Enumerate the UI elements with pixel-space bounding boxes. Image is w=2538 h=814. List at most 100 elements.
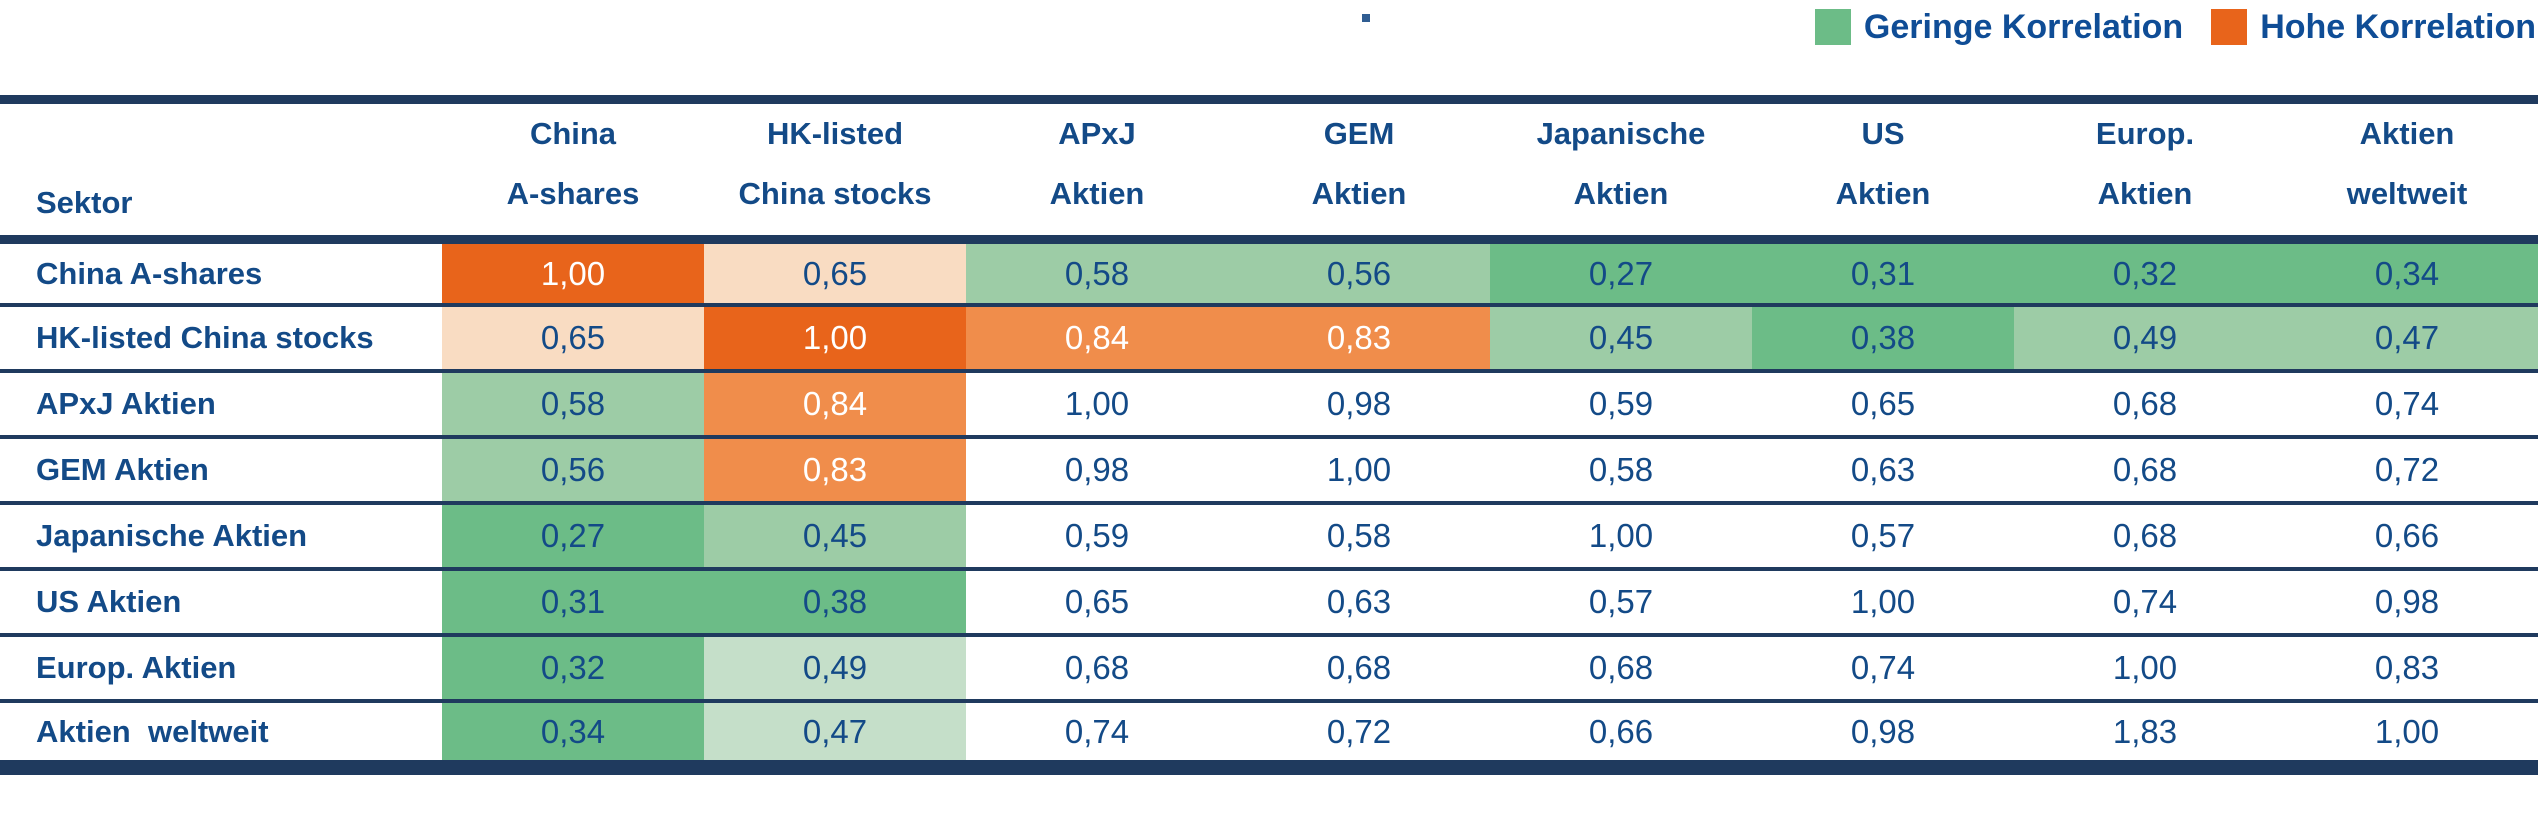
column-header-line2: A-shares xyxy=(506,176,640,212)
matrix-cell: 0,68 xyxy=(2014,371,2276,438)
matrix-cell: 0,59 xyxy=(1490,371,1752,438)
matrix-cell: 1,00 xyxy=(966,371,1228,438)
matrix-cell: 0,83 xyxy=(1228,305,1490,372)
matrix-cell: 0,98 xyxy=(1752,701,2014,768)
matrix-cell: 1,00 xyxy=(2276,701,2538,768)
table-row-hk-listed: HK-listed China stocks 0,65 1,00 0,84 0,… xyxy=(0,305,2538,372)
column-header-line2: weltweit xyxy=(2346,176,2468,212)
column-header-china-a-shares: China A-shares xyxy=(442,100,704,240)
matrix-cell: 0,58 xyxy=(1228,503,1490,570)
matrix-cell: 0,72 xyxy=(1228,701,1490,768)
column-header-line2: Aktien xyxy=(1049,176,1145,212)
column-header-hk-listed: HK-listed China stocks xyxy=(704,100,966,240)
matrix-cell: 1,00 xyxy=(1490,503,1752,570)
matrix-cell: 0,56 xyxy=(1228,239,1490,306)
matrix-cell: 0,31 xyxy=(442,569,704,636)
legend-swatch-green xyxy=(1814,9,1851,45)
table-row-apxj: APxJ Aktien 0,58 0,84 1,00 0,98 0,59 0,6… xyxy=(0,371,2538,438)
matrix-cell: 0,68 xyxy=(2014,503,2276,570)
matrix-cell: 0,57 xyxy=(1490,569,1752,636)
column-header-weltweit: Aktien weltweit xyxy=(2276,100,2538,240)
row-label: China A-shares xyxy=(0,239,442,306)
matrix-cell: 0,49 xyxy=(704,635,966,702)
matrix-cell: 0,58 xyxy=(1490,437,1752,504)
column-header-japanische: Japanische Aktien xyxy=(1490,100,1752,240)
legend-item-high-correlation: Hohe Korrelation xyxy=(2211,8,2536,47)
table-row-japanische: Japanische Aktien 0,27 0,45 0,59 0,58 1,… xyxy=(0,503,2538,570)
stray-dot xyxy=(1362,14,1370,22)
column-header-line1: APxJ xyxy=(1058,116,1136,151)
matrix-cell: 1,00 xyxy=(1752,569,2014,636)
row-label: Japanische Aktien xyxy=(0,503,442,570)
matrix-cell: 0,74 xyxy=(1752,635,2014,702)
column-header-gem: GEM Aktien xyxy=(1228,100,1490,240)
matrix-cell: 0,47 xyxy=(2276,305,2538,372)
correlation-table: Sektor China A-shares HK-listed China stoc… xyxy=(0,95,2538,775)
matrix-cell: 1,00 xyxy=(2014,635,2276,702)
column-header-line1: HK-listed xyxy=(766,116,904,151)
matrix-cell: 0,63 xyxy=(1752,437,2014,504)
matrix-cell: 0,58 xyxy=(966,239,1228,306)
column-header-line2: China stocks xyxy=(738,176,932,212)
matrix-cell: 0,59 xyxy=(966,503,1228,570)
table-row-gem: GEM Aktien 0,56 0,83 0,98 1,00 0,58 0,63… xyxy=(0,437,2538,504)
matrix-cell: 0,65 xyxy=(704,239,966,306)
legend-label-high: Hohe Korrelation xyxy=(2260,7,2536,46)
matrix-cell: 0,47 xyxy=(704,701,966,768)
legend-swatch-orange xyxy=(2211,9,2248,45)
row-label: HK-listed China stocks xyxy=(0,305,442,372)
matrix-cell: 0,27 xyxy=(1490,239,1752,306)
row-label: Aktien weltweit xyxy=(0,701,442,768)
matrix-cell: 0,84 xyxy=(966,305,1228,372)
column-header-line2: Aktien xyxy=(1311,176,1407,212)
matrix-cell: 1,00 xyxy=(1228,437,1490,504)
matrix-cell: 0,98 xyxy=(966,437,1228,504)
matrix-cell: 0,72 xyxy=(2276,437,2538,504)
matrix-cell: 0,74 xyxy=(2276,371,2538,438)
legend-label-low: Geringe Korrelation xyxy=(1863,7,2184,46)
matrix-cell: 0,98 xyxy=(1228,371,1490,438)
matrix-cell: 0,83 xyxy=(704,437,966,504)
matrix-cell: 1,83 xyxy=(2014,701,2276,768)
matrix-cell: 0,56 xyxy=(442,437,704,504)
matrix-cell: 0,38 xyxy=(1752,305,2014,372)
column-header-line1: GEM xyxy=(1323,116,1395,151)
matrix-cell: 0,84 xyxy=(704,371,966,438)
row-label: US Aktien xyxy=(0,569,442,636)
table-row-europ: Europ. Aktien 0,32 0,49 0,68 0,68 0,68 0… xyxy=(0,635,2538,702)
matrix-cell: 0,58 xyxy=(442,371,704,438)
matrix-cell: 0,68 xyxy=(1490,635,1752,702)
legend: Geringe Korrelation Hohe Korrelation xyxy=(1814,6,2536,48)
matrix-cell: 0,38 xyxy=(704,569,966,636)
matrix-cell: 0,32 xyxy=(2014,239,2276,306)
matrix-cell: 0,32 xyxy=(442,635,704,702)
matrix-cell: 0,34 xyxy=(2276,239,2538,306)
matrix-cell: 0,27 xyxy=(442,503,704,570)
matrix-cell: 0,34 xyxy=(442,701,704,768)
column-header-line2: Aktien xyxy=(2097,176,2193,212)
matrix-cell: 0,74 xyxy=(966,701,1228,768)
column-header-europ: Europ. Aktien xyxy=(2014,100,2276,240)
matrix-cell: 0,65 xyxy=(1752,371,2014,438)
column-header-us: US Aktien xyxy=(1752,100,2014,240)
column-header-line1: China xyxy=(529,116,617,151)
column-header-line1: Japanische xyxy=(1536,116,1706,151)
matrix-cell: 0,45 xyxy=(704,503,966,570)
table-row-china-a-shares: China A-shares 1,00 0,65 0,58 0,56 0,27 … xyxy=(0,239,2538,306)
matrix-cell: 0,68 xyxy=(966,635,1228,702)
matrix-cell: 0,66 xyxy=(1490,701,1752,768)
matrix-cell: 0,66 xyxy=(2276,503,2538,570)
column-header-line1: US xyxy=(1861,116,1905,151)
matrix-cell: 0,68 xyxy=(1228,635,1490,702)
matrix-cell: 0,31 xyxy=(1752,239,2014,306)
matrix-cell: 0,74 xyxy=(2014,569,2276,636)
column-header-line2: Aktien xyxy=(1835,176,1931,212)
table-row-weltweit: Aktien weltweit 0,34 0,47 0,74 0,72 0,66… xyxy=(0,701,2538,768)
table-row-us: US Aktien 0,31 0,38 0,65 0,63 0,57 1,00 … xyxy=(0,569,2538,636)
matrix-cell: 0,68 xyxy=(2014,437,2276,504)
row-label: GEM Aktien xyxy=(0,437,442,504)
matrix-cell: 0,57 xyxy=(1752,503,2014,570)
column-header-line2: Aktien xyxy=(1573,176,1669,212)
matrix-cell: 0,63 xyxy=(1228,569,1490,636)
